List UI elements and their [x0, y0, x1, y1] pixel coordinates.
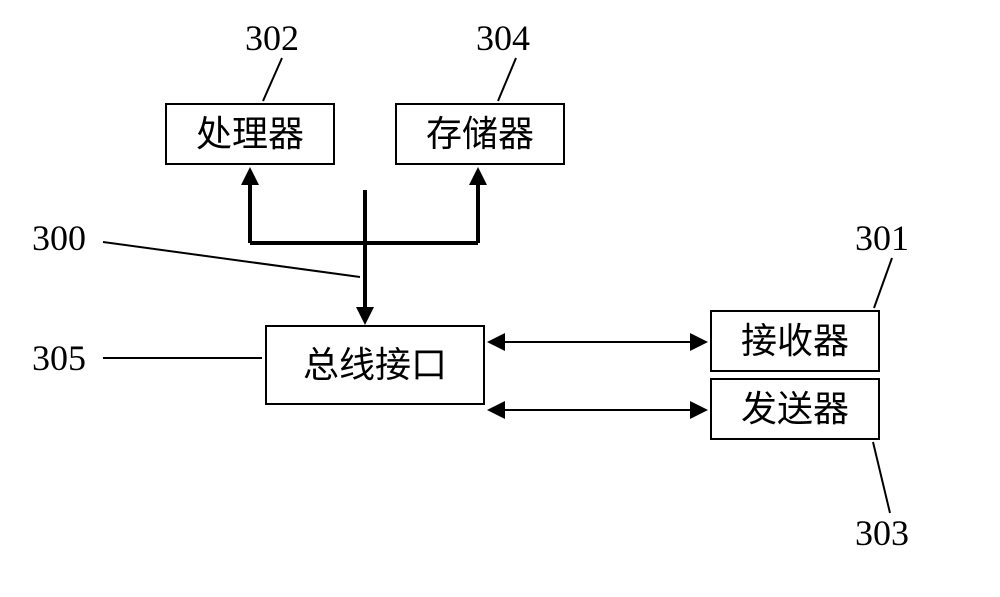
receiver-label: 接收器 [741, 323, 849, 359]
ref-303: 303 [855, 515, 909, 551]
memory-box: 存储器 [395, 103, 565, 165]
ref-305: 305 [32, 340, 86, 376]
processor-label: 处理器 [196, 116, 304, 152]
transmitter-box: 发送器 [710, 378, 880, 440]
bus-interface-label: 总线接口 [303, 347, 447, 383]
connector-overlay [0, 0, 1000, 597]
processor-box: 处理器 [165, 103, 335, 165]
transmitter-label: 发送器 [741, 391, 849, 427]
bus-interface-box: 总线接口 [265, 325, 485, 405]
ref-302: 302 [245, 20, 299, 56]
ref-300: 300 [32, 220, 86, 256]
ref-301: 301 [855, 220, 909, 256]
ref-304: 304 [476, 20, 530, 56]
memory-label: 存储器 [426, 116, 534, 152]
receiver-box: 接收器 [710, 310, 880, 372]
diagram-stage: 处理器 存储器 总线接口 接收器 发送器 302 304 300 305 301… [0, 0, 1000, 597]
